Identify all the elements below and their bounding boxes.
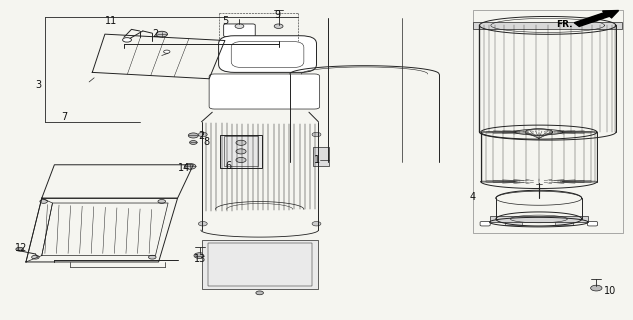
FancyArrow shape (574, 11, 618, 27)
Circle shape (236, 157, 246, 163)
Text: 5: 5 (222, 16, 228, 27)
Text: 7: 7 (61, 112, 67, 122)
FancyBboxPatch shape (587, 221, 598, 226)
Circle shape (312, 221, 321, 226)
Circle shape (235, 24, 244, 28)
Circle shape (256, 291, 263, 295)
Text: FR.: FR. (556, 20, 573, 29)
Circle shape (198, 221, 207, 226)
Text: 6: 6 (225, 161, 231, 172)
Circle shape (312, 132, 321, 137)
Circle shape (164, 50, 170, 53)
Circle shape (198, 132, 207, 137)
FancyBboxPatch shape (223, 24, 255, 37)
Circle shape (123, 38, 132, 42)
Circle shape (158, 199, 166, 203)
FancyBboxPatch shape (231, 42, 304, 68)
Circle shape (236, 140, 246, 145)
Text: 3: 3 (35, 80, 42, 90)
Text: 14: 14 (178, 163, 190, 173)
Ellipse shape (215, 252, 304, 275)
Circle shape (189, 140, 197, 144)
Text: 10: 10 (604, 286, 616, 296)
Bar (473, 10, 623, 233)
Ellipse shape (228, 256, 291, 271)
Bar (489, 216, 588, 222)
Bar (473, 21, 622, 28)
Bar (313, 147, 329, 166)
Circle shape (194, 253, 205, 259)
Text: 2: 2 (153, 29, 158, 39)
Circle shape (156, 31, 168, 37)
Bar (201, 240, 318, 289)
Text: 12: 12 (15, 243, 27, 252)
Text: 13: 13 (194, 254, 206, 264)
Bar (220, 134, 261, 168)
FancyBboxPatch shape (480, 221, 490, 226)
Circle shape (236, 149, 246, 154)
FancyBboxPatch shape (209, 74, 320, 109)
Bar (208, 243, 312, 286)
Circle shape (40, 199, 47, 203)
Circle shape (32, 255, 39, 259)
Text: 2: 2 (198, 131, 204, 141)
Text: 8: 8 (203, 138, 209, 148)
Bar (223, 136, 258, 166)
Bar (555, 222, 573, 225)
Circle shape (274, 24, 283, 28)
Circle shape (188, 133, 198, 138)
FancyBboxPatch shape (218, 36, 316, 72)
Text: 9: 9 (274, 10, 280, 20)
Text: 4: 4 (469, 192, 475, 202)
Circle shape (16, 247, 23, 251)
Ellipse shape (204, 249, 315, 278)
Circle shape (184, 164, 196, 169)
Text: 1: 1 (313, 155, 320, 165)
Circle shape (591, 285, 602, 291)
Circle shape (149, 255, 156, 259)
Text: 11: 11 (105, 16, 117, 27)
Bar (505, 222, 522, 225)
